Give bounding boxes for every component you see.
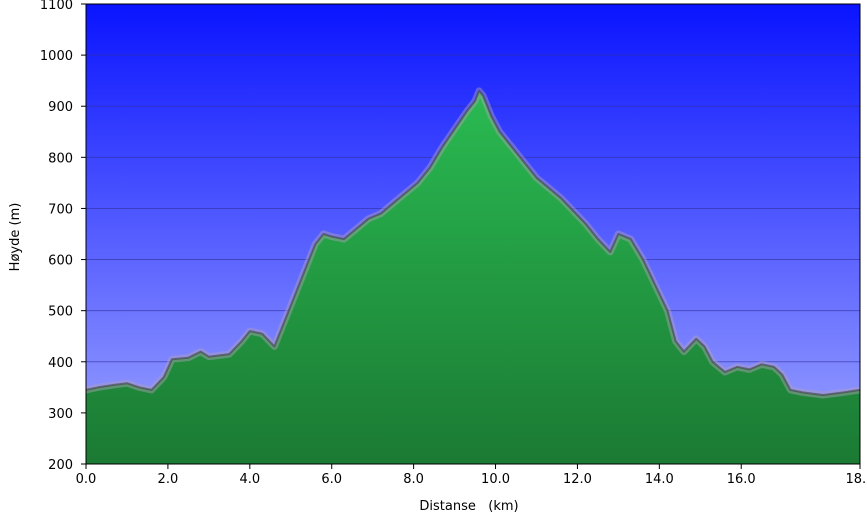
- y-tick-label: 400: [48, 356, 73, 371]
- x-axis-label: Distanse (km): [419, 499, 518, 514]
- x-tick-label: 6.0: [321, 472, 342, 487]
- x-tick-label: 4.0: [239, 472, 260, 487]
- x-tick-label: 0.0: [76, 472, 97, 487]
- y-tick-label: 600: [48, 254, 73, 269]
- x-tick-label: 2.0: [158, 472, 179, 487]
- y-tick-label: 1000: [40, 49, 73, 64]
- y-tick-label: 700: [48, 202, 73, 217]
- y-tick-label: 200: [48, 458, 73, 473]
- y-axis-label: Høyde (m): [8, 203, 23, 272]
- y-tick-label: 900: [48, 100, 73, 115]
- x-tick-label: 16.0: [727, 472, 756, 487]
- y-tick-label: 500: [48, 305, 73, 320]
- y-tick-label: 1100: [40, 0, 73, 13]
- x-tick-label: 12.0: [563, 472, 592, 487]
- x-tick-label: 10.0: [481, 472, 510, 487]
- plot-frame: [85, 3, 861, 465]
- elevation-line: [85, 89, 861, 396]
- x-tick-label: 8.0: [403, 472, 424, 487]
- y-tick-label: 300: [48, 407, 73, 422]
- y-tick-label: 800: [48, 151, 73, 166]
- x-tick-label: 18.9: [846, 472, 867, 487]
- x-tick-label: 14.0: [645, 472, 674, 487]
- elevation-area: [86, 90, 860, 465]
